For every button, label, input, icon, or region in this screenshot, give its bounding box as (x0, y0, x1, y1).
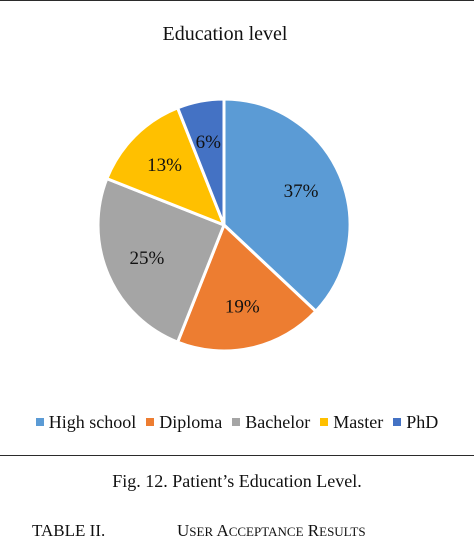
legend-label: Master (333, 411, 384, 432)
pie-slice-high-school (222, 97, 352, 313)
table-title-part: CCEPTANCE (228, 524, 304, 539)
legend-label: High school (48, 411, 137, 432)
table-title-part: SER (189, 524, 214, 539)
legend-item: Master (320, 412, 383, 433)
legend-item: Diploma (146, 412, 222, 433)
chart-title: Education level (162, 23, 288, 45)
top-rule (0, 0, 474, 1)
chart-legend: High school Diploma Bachelor Master PhD (4, 409, 470, 435)
table-label: TABLE II. (32, 521, 106, 540)
pie-slice-phd (176, 97, 226, 227)
legend-item: Bachelor (232, 412, 310, 433)
legend-swatch (320, 418, 329, 426)
bottom-rule (0, 455, 474, 456)
legend-label: Diploma (159, 411, 223, 432)
pie-chart-svg: 37% 19% 25% 13% 6% (96, 97, 352, 353)
legend-item: High school (35, 411, 137, 433)
legend-label: PhD (406, 411, 439, 432)
data-label: 13% (147, 155, 182, 176)
legend-swatch (232, 418, 241, 426)
legend-swatch (35, 418, 44, 426)
figure-caption: Fig. 12. Patient’s Education Level. (112, 471, 362, 491)
table-caption: TABLE II. USER ACCEPTANCE RESULTS (32, 520, 366, 543)
data-label: 25% (129, 248, 164, 269)
table-title-part: A (216, 521, 229, 540)
data-label: 37% (284, 181, 319, 202)
table-title-part: ESULTS (319, 524, 366, 539)
table-title-part: R (307, 521, 320, 540)
data-label: 6% (196, 132, 222, 153)
pie-chart: Education level 37% 19% 25% 13% 6% High scho… (4, 23, 470, 435)
legend-swatch (146, 418, 155, 426)
legend-item: PhD (393, 412, 438, 433)
legend-label: Bachelor (245, 411, 311, 432)
table-title-part: U (177, 521, 190, 540)
pie-slice-master (105, 106, 226, 227)
pie-slice-bachelor (96, 177, 226, 344)
legend-swatch (393, 418, 402, 426)
data-label: 19% (225, 296, 260, 317)
